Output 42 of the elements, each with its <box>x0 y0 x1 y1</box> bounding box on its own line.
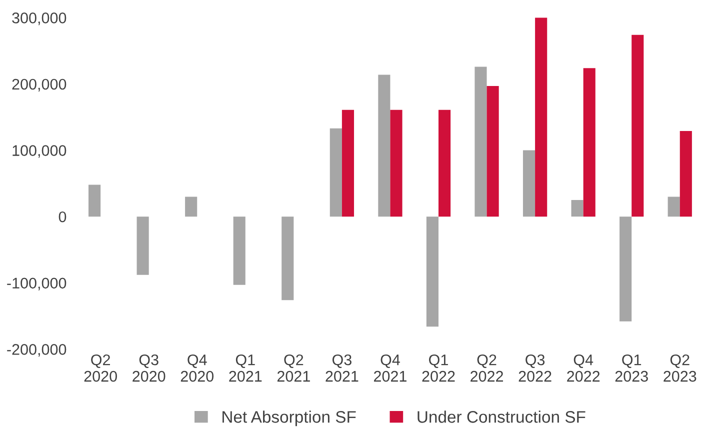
y-tick-label: -100,000 <box>7 278 66 290</box>
x-tick-label: Q1 2021 <box>229 354 262 382</box>
bar <box>233 216 246 285</box>
bar <box>136 216 149 275</box>
bar <box>330 128 342 217</box>
x-tick-label: Q3 2022 <box>518 354 552 382</box>
bar <box>342 110 354 217</box>
x-tick-label: Q2 2023 <box>664 354 696 382</box>
y-tick-label: 200,000 <box>12 78 66 92</box>
bar <box>522 150 536 217</box>
x-tick-label: Q1 2022 <box>422 354 455 382</box>
y-tick-label: 300,000 <box>12 12 66 26</box>
x-tick-label: Q2 2021 <box>277 354 310 382</box>
legend-label: Under Construction SF <box>418 410 586 423</box>
x-tick-label: Q4 2021 <box>374 354 406 382</box>
x-tick-label: Q2 2020 <box>84 354 117 382</box>
x-tick-label: Q4 2020 <box>180 354 214 382</box>
bar <box>390 110 402 217</box>
bar <box>282 216 294 300</box>
y-tick-label: 0 <box>58 211 66 222</box>
bar <box>668 196 680 217</box>
bar <box>486 86 499 217</box>
bar <box>680 131 692 217</box>
bar <box>474 66 487 217</box>
y-tick-label: 100,000 <box>12 145 66 158</box>
x-tick-label: Q4 2022 <box>567 354 600 382</box>
x-tick-label: Q3 2020 <box>132 354 166 382</box>
bar <box>185 196 198 217</box>
bar <box>88 184 101 217</box>
bar <box>632 34 644 217</box>
x-tick-label: Q1 2023 <box>615 354 648 382</box>
bar <box>378 74 390 217</box>
x-tick-label: Q3 2021 <box>326 354 358 382</box>
y-tick-label: -200,000 <box>7 344 66 357</box>
legend-label: Net Absorption SF <box>222 410 356 426</box>
bar <box>583 68 596 217</box>
bar <box>571 200 584 217</box>
x-tick-label: Q2 2022 <box>470 354 503 382</box>
bar <box>438 110 451 217</box>
bar <box>426 216 438 327</box>
bar <box>535 18 548 217</box>
bar <box>620 216 632 322</box>
